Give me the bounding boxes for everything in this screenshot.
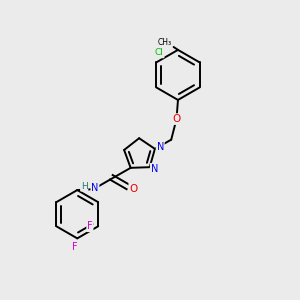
Text: CH₃: CH₃ <box>158 38 172 47</box>
Text: O: O <box>129 184 137 194</box>
Text: N: N <box>91 183 99 193</box>
Text: N: N <box>151 164 158 174</box>
Text: N: N <box>157 142 164 152</box>
Text: F: F <box>72 242 78 252</box>
Text: H: H <box>81 182 88 191</box>
Text: Cl: Cl <box>155 49 164 58</box>
Text: F: F <box>87 221 93 231</box>
Text: O: O <box>172 114 181 124</box>
